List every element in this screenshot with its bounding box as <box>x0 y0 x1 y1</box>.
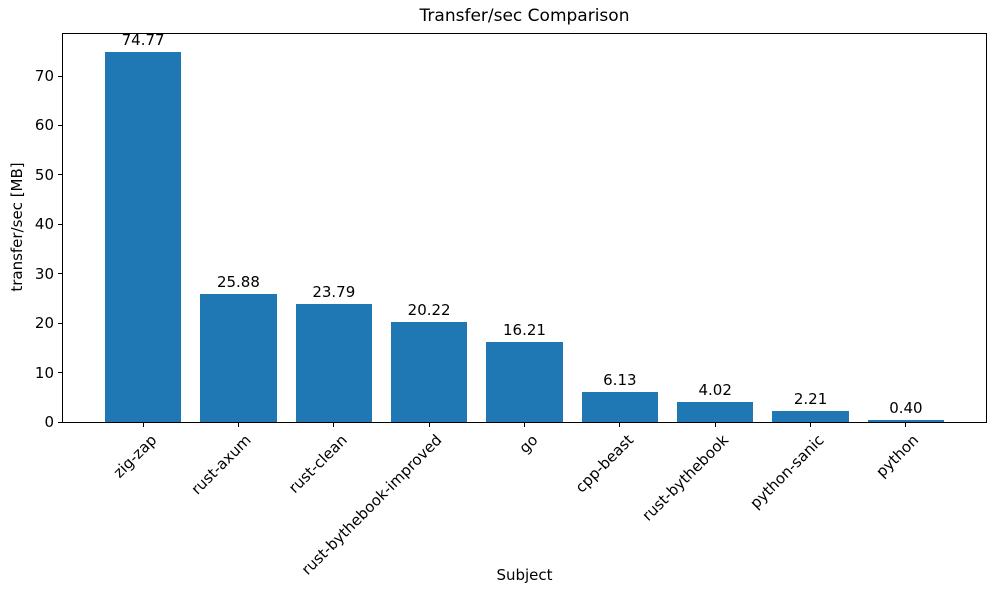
bar-value-label: 2.21 <box>793 390 828 409</box>
bar-rust-clean <box>295 304 372 422</box>
x-tick-label: rust-clean <box>284 431 351 497</box>
bar-go <box>486 341 563 422</box>
bar-value-label: 20.22 <box>407 301 451 320</box>
y-tick-mark <box>58 174 62 176</box>
bar-value-label: 6.13 <box>603 370 637 389</box>
chart-title: Transfer/sec Comparison <box>419 6 630 26</box>
y-tick-mark <box>58 322 62 324</box>
y-tick-mark <box>58 124 62 126</box>
bar-value-label: 16.21 <box>503 320 546 339</box>
y-tick-mark <box>58 273 62 275</box>
bar-value-label: 74.77 <box>121 31 165 50</box>
y-tick-label: 30 <box>34 264 54 283</box>
x-tick-label: go <box>515 431 542 457</box>
bar-python-sanic <box>772 411 849 422</box>
x-tick-label: rust-axum <box>188 431 256 499</box>
x-tick-label: cpp-beast <box>571 431 637 497</box>
bar-value-label: 4.02 <box>698 381 732 400</box>
y-axis-label: transfer/sec [MB] <box>8 162 26 292</box>
bar-rust-bythebook-improved <box>391 322 468 422</box>
x-tick-mark <box>237 423 239 427</box>
y-tick-mark <box>58 421 62 423</box>
y-tick-mark <box>58 75 62 77</box>
bar-value-label: 25.88 <box>216 273 260 292</box>
x-axis-label: Subject <box>496 566 553 584</box>
x-tick-mark <box>810 423 812 427</box>
bar-cpp-beast <box>581 391 658 422</box>
x-tick-mark <box>428 423 430 427</box>
bar-zig-zap <box>104 52 182 422</box>
bar-value-label: 0.40 <box>889 399 923 418</box>
x-tick-label: rust-bythebook <box>638 431 732 525</box>
x-tick-label: python-sanic <box>746 431 828 513</box>
bar-python <box>867 420 945 422</box>
x-tick-mark <box>333 423 335 427</box>
x-tick-mark <box>619 423 621 427</box>
y-tick-mark <box>58 372 62 374</box>
y-tick-label: 60 <box>34 116 54 135</box>
y-tick-label: 50 <box>34 165 54 184</box>
x-tick-mark <box>142 423 144 427</box>
x-tick-mark <box>714 423 716 427</box>
x-tick-label: python <box>872 431 923 481</box>
bar-rust-axum <box>200 294 277 422</box>
y-tick-label: 0 <box>44 413 54 431</box>
y-tick-label: 70 <box>34 67 54 85</box>
x-tick-label: zig-zap <box>109 431 160 482</box>
x-tick-mark <box>524 423 525 427</box>
bar-rust-bythebook <box>677 402 754 422</box>
x-tick-mark <box>905 423 907 427</box>
y-tick-label: 20 <box>34 314 54 333</box>
plot-area: 74.77 zig-zap 25.88 rust-axum 23.79 rust-clea… <box>35 31 987 579</box>
y-tick-mark <box>58 223 62 225</box>
y-tick-label: 40 <box>34 215 54 234</box>
y-tick-label: 10 <box>34 363 54 382</box>
bar-value-label: 23.79 <box>312 283 356 302</box>
